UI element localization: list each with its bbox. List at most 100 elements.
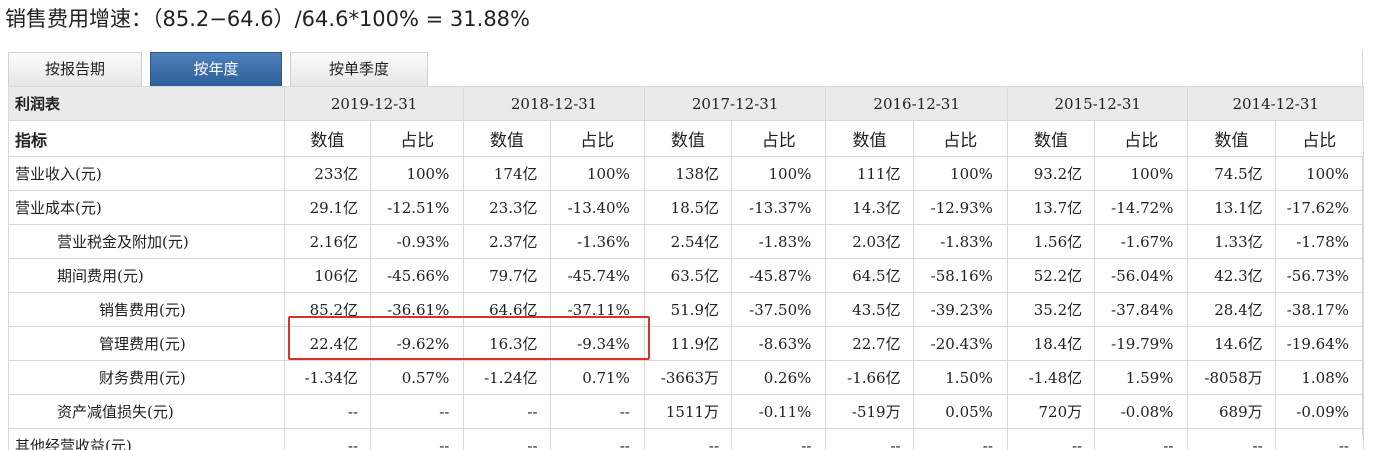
value-cell: 79.7亿 xyxy=(463,258,551,293)
period-date-header: 2014-12-31 xyxy=(1187,86,1364,121)
ratio-cell: -1.67% xyxy=(1094,224,1189,259)
ratio-cell: -8.63% xyxy=(731,326,827,361)
header-metric-row: 指标 数值 占比 数值 占比 数值 占比 数值 占比 数值 占比 数值 占比 xyxy=(8,120,1365,157)
value-cell: 85.2亿 xyxy=(283,292,372,327)
row-label: 营业收入(元) xyxy=(8,156,285,191)
ratio-cell: -19.64% xyxy=(1274,326,1365,361)
value-cell: 11.9亿 xyxy=(643,326,733,361)
ratio-cell: -14.72% xyxy=(1094,190,1189,225)
value-cell: 18.5亿 xyxy=(643,190,733,225)
tab-by-year[interactable]: 按年度 xyxy=(150,52,282,86)
ratio-cell: -56.04% xyxy=(1094,258,1189,293)
ratio-column-header: 占比 xyxy=(1274,120,1365,157)
ratio-cell: 100% xyxy=(912,156,1008,191)
value-cell: 93.2亿 xyxy=(1006,156,1096,191)
ratio-cell: -- xyxy=(549,394,645,429)
ratio-cell: -39.23% xyxy=(912,292,1008,327)
value-cell: -519万 xyxy=(825,394,914,429)
row-label: 资产减值损失(元) xyxy=(8,394,285,429)
value-cell: 18.4亿 xyxy=(1006,326,1096,361)
ratio-cell: -- xyxy=(1094,428,1189,450)
ratio-cell: -1.36% xyxy=(549,224,645,259)
ratio-cell: 100% xyxy=(370,156,465,191)
value-cell: 14.3亿 xyxy=(825,190,914,225)
value-cell: 138亿 xyxy=(643,156,733,191)
value-cell: 174亿 xyxy=(463,156,551,191)
ratio-cell: -17.62% xyxy=(1274,190,1365,225)
ratio-column-header: 占比 xyxy=(912,120,1008,157)
value-column-header: 数值 xyxy=(1006,120,1096,157)
income-statement-table: 利润表 2019-12-31 2018-12-31 2017-12-31 2016-12… xyxy=(8,86,1365,450)
tab-by-report-period[interactable]: 按报告期 xyxy=(8,52,142,86)
value-cell: 22.4亿 xyxy=(283,326,372,361)
income-statement-panel: 按报告期 按年度 按单季度 利润表 2019-12-31 2018-12-31 201… xyxy=(8,50,1365,450)
row-label: 期间费用(元) xyxy=(8,258,285,293)
ratio-cell: -- xyxy=(731,428,827,450)
value-cell: 35.2亿 xyxy=(1006,292,1096,327)
value-cell: -- xyxy=(463,394,551,429)
value-cell: -1.34亿 xyxy=(283,360,372,395)
value-column-header: 数值 xyxy=(643,120,733,157)
table-row: 其他经营收益(元) -- -- -- -- -- -- -- -- -- -- -- -- xyxy=(8,428,1365,450)
value-cell: 63.5亿 xyxy=(643,258,733,293)
value-cell: 23.3亿 xyxy=(463,190,551,225)
ratio-cell: -20.43% xyxy=(912,326,1008,361)
ratio-cell: -37.11% xyxy=(549,292,645,327)
ratio-cell: -0.93% xyxy=(370,224,465,259)
ratio-cell: -- xyxy=(370,428,465,450)
ratio-cell: 100% xyxy=(731,156,827,191)
value-cell: 2.03亿 xyxy=(825,224,914,259)
value-cell: 2.54亿 xyxy=(643,224,733,259)
value-cell: 720万 xyxy=(1006,394,1096,429)
ratio-cell: 0.57% xyxy=(370,360,465,395)
value-cell: 29.1亿 xyxy=(283,190,372,225)
ratio-cell: -- xyxy=(1274,428,1365,450)
period-date-header: 2016-12-31 xyxy=(825,86,1008,121)
value-column-header: 数值 xyxy=(283,120,372,157)
ratio-cell: -12.51% xyxy=(370,190,465,225)
ratio-cell: -45.74% xyxy=(549,258,645,293)
value-cell: 689万 xyxy=(1187,394,1276,429)
ratio-cell: 1.08% xyxy=(1274,360,1365,395)
value-cell: 52.2亿 xyxy=(1006,258,1096,293)
row-label: 销售费用(元) xyxy=(8,292,285,327)
ratio-cell: -37.84% xyxy=(1094,292,1189,327)
value-cell: -3663万 xyxy=(643,360,733,395)
value-cell: 42.3亿 xyxy=(1187,258,1276,293)
table-row: 营业税金及附加(元) 2.16亿 -0.93% 2.37亿 -1.36% 2.54亿 -1.… xyxy=(8,224,1365,259)
value-cell: -1.24亿 xyxy=(463,360,551,395)
ratio-cell: -1.83% xyxy=(912,224,1008,259)
period-date-header: 2017-12-31 xyxy=(643,86,827,121)
ratio-cell: -37.50% xyxy=(731,292,827,327)
period-date-header: 2019-12-31 xyxy=(283,86,465,121)
value-cell: 233亿 xyxy=(283,156,372,191)
value-cell: -- xyxy=(283,428,372,450)
ratio-cell: 100% xyxy=(1274,156,1365,191)
ratio-cell: -45.87% xyxy=(731,258,827,293)
ratio-cell: -12.93% xyxy=(912,190,1008,225)
value-cell: 22.7亿 xyxy=(825,326,914,361)
value-cell: -8058万 xyxy=(1187,360,1276,395)
ratio-cell: 100% xyxy=(1094,156,1189,191)
period-date-header: 2018-12-31 xyxy=(463,86,645,121)
growth-formula-headline: 销售费用增速：（85.2−64.6）/64.6*100% = 31.88% xyxy=(5,7,530,31)
tab-by-quarter[interactable]: 按单季度 xyxy=(290,52,428,86)
value-cell: 28.4亿 xyxy=(1187,292,1276,327)
period-date-header: 2015-12-31 xyxy=(1006,86,1189,121)
corner-label: 利润表 xyxy=(8,86,285,121)
ratio-column-header: 占比 xyxy=(549,120,645,157)
ratio-cell: -0.08% xyxy=(1094,394,1189,429)
table-row: 财务费用(元) -1.34亿 0.57% -1.24亿 0.71% -3663万 0.26%… xyxy=(8,360,1365,395)
ratio-cell: -36.61% xyxy=(370,292,465,327)
table-row: 营业收入(元) 233亿 100% 174亿 100% 138亿 100% 111亿 100% 9… xyxy=(8,156,1365,191)
row-label: 营业成本(元) xyxy=(8,190,285,225)
value-cell: 1.33亿 xyxy=(1187,224,1276,259)
ratio-column-header: 占比 xyxy=(731,120,827,157)
row-label: 营业税金及附加(元) xyxy=(8,224,285,259)
value-cell: 74.5亿 xyxy=(1187,156,1276,191)
value-cell: -- xyxy=(463,428,551,450)
ratio-cell: -13.37% xyxy=(731,190,827,225)
value-cell: 2.16亿 xyxy=(283,224,372,259)
table-row: 销售费用(元) 85.2亿 -36.61% 64.6亿 -37.11% 51.9亿 -37.… xyxy=(8,292,1365,327)
row-label: 其他经营收益(元) xyxy=(8,428,285,450)
